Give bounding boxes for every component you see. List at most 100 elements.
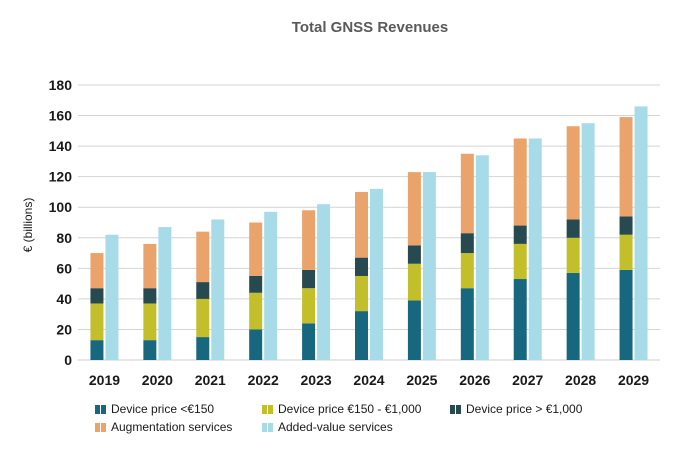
bar-stacked-segment (513, 279, 527, 360)
legend-item: Augmentation services (95, 420, 232, 434)
bar-added-value (422, 172, 436, 360)
legend-label: Added-value services (278, 420, 393, 434)
y-tick-label: 40 (56, 291, 72, 307)
bar-group-2028 (566, 123, 595, 360)
bar-stacked-segment (143, 243, 157, 289)
bar-added-value (581, 123, 595, 360)
bar-stacked-segment (619, 234, 633, 270)
bar-added-value (528, 138, 542, 360)
bar-stacked-segment (302, 288, 316, 324)
legend-swatch (262, 405, 267, 414)
bar-stacked-segment (196, 282, 210, 299)
bar-group-2029 (619, 106, 648, 360)
bar-stacked-segment (619, 216, 633, 235)
y-tick-label: 120 (49, 169, 73, 185)
bar-added-value (370, 188, 383, 360)
x-tick-label: 2025 (406, 372, 437, 388)
bar-group-2023 (302, 204, 331, 360)
bar-stacked-segment (460, 233, 474, 254)
bar-added-value (317, 204, 331, 360)
legend: Device price <€150 Device price €150 - €1… (95, 402, 583, 434)
bar-stacked-segment (566, 237, 580, 273)
bar-added-value (211, 219, 225, 360)
bar-stacked-segment (619, 117, 633, 217)
x-tick-label: 2029 (618, 372, 649, 388)
bar-stacked-segment (249, 292, 263, 330)
x-tick-label: 2027 (512, 372, 543, 388)
bar-stacked-segment (513, 225, 527, 244)
x-tick-label: 2026 (459, 372, 490, 388)
x-tick-label: 2020 (142, 372, 173, 388)
bar-stacked-segment (407, 245, 421, 264)
legend-swatch (268, 405, 273, 414)
bar-stacked-segment (355, 257, 368, 276)
bar-added-value (634, 106, 648, 360)
legend-swatch (95, 405, 100, 414)
y-tick-label: 140 (49, 138, 73, 154)
bar-stacked-segment (302, 269, 316, 289)
bar-stacked-segment (566, 126, 580, 220)
y-axis-ticks: 0 20 40 60 80 100 120 140 160 180 (49, 77, 73, 368)
bar-stacked-segment (302, 210, 316, 270)
bar-stacked-segment (566, 272, 580, 360)
bar-stacked-segment (355, 275, 368, 312)
bar-group-2027 (513, 138, 542, 360)
bar-stacked-segment (143, 303, 157, 341)
bar-group-2025 (407, 172, 436, 360)
y-axis-label: € (billions) (21, 198, 35, 253)
legend-label: Device price > €1,000 (466, 402, 583, 416)
bar-stacked-segment (513, 138, 527, 226)
legend-item: Added-value services (262, 420, 393, 434)
bar-stacked-segment (460, 153, 474, 234)
bar-stacked-segment (619, 269, 633, 360)
bar-stacked-segment (90, 253, 104, 289)
x-tick-label: 2022 (248, 372, 279, 388)
bar-stacked-segment (355, 191, 368, 258)
bar-added-value (264, 211, 278, 360)
bar-added-value (158, 227, 172, 360)
bar-stacked-segment (460, 253, 474, 289)
bar-stacked-segment (407, 172, 421, 246)
bar-group-2026 (460, 153, 489, 360)
bar-stacked-segment (407, 300, 421, 360)
bar-stacked-segment (143, 340, 157, 360)
bar-stacked-segment (460, 288, 474, 360)
bar-group-2019 (90, 234, 119, 360)
bar-group-2022 (249, 211, 278, 360)
legend-swatch (268, 423, 273, 432)
y-tick-label: 100 (49, 199, 73, 215)
bar-added-value (105, 234, 119, 360)
bar-stacked-segment (196, 231, 210, 283)
y-tick-label: 160 (49, 108, 73, 124)
bar-group-2021 (196, 219, 225, 360)
y-tick-label: 20 (56, 321, 72, 337)
bar-stacked-segment (196, 298, 210, 338)
grid-lines (78, 84, 660, 361)
legend-label: Augmentation services (111, 420, 232, 434)
bar-stacked-segment (249, 329, 263, 360)
x-tick-label: 2021 (195, 372, 226, 388)
bar-added-value (475, 155, 489, 360)
y-tick-label: 0 (64, 352, 72, 368)
bar-group-2020 (143, 227, 172, 360)
bar-group-2024 (355, 188, 383, 360)
legend-item: Device price <€150 (95, 402, 214, 416)
legend-swatch (450, 405, 455, 414)
x-tick-label: 2019 (89, 372, 120, 388)
bar-stacked-segment (302, 323, 316, 360)
bar-stacked-segment (90, 303, 104, 341)
y-tick-label: 60 (56, 260, 72, 276)
y-tick-label: 80 (56, 230, 72, 246)
y-tick-label: 180 (49, 77, 73, 93)
bar-stacked-segment (355, 311, 368, 360)
legend-swatch (95, 423, 100, 432)
bar-stacked-segment (513, 243, 527, 280)
chart-title: Total GNSS Revenues (292, 19, 448, 36)
x-tick-label: 2028 (565, 372, 596, 388)
bar-stacked-segment (90, 288, 104, 304)
legend-item: Device price > €1,000 (450, 402, 583, 416)
legend-item: Device price €150 - €1,000 (262, 402, 422, 416)
x-axis-ticks: 2019 2020 2021 2022 2023 2024 2025 2026 2027 2028… (89, 372, 649, 388)
